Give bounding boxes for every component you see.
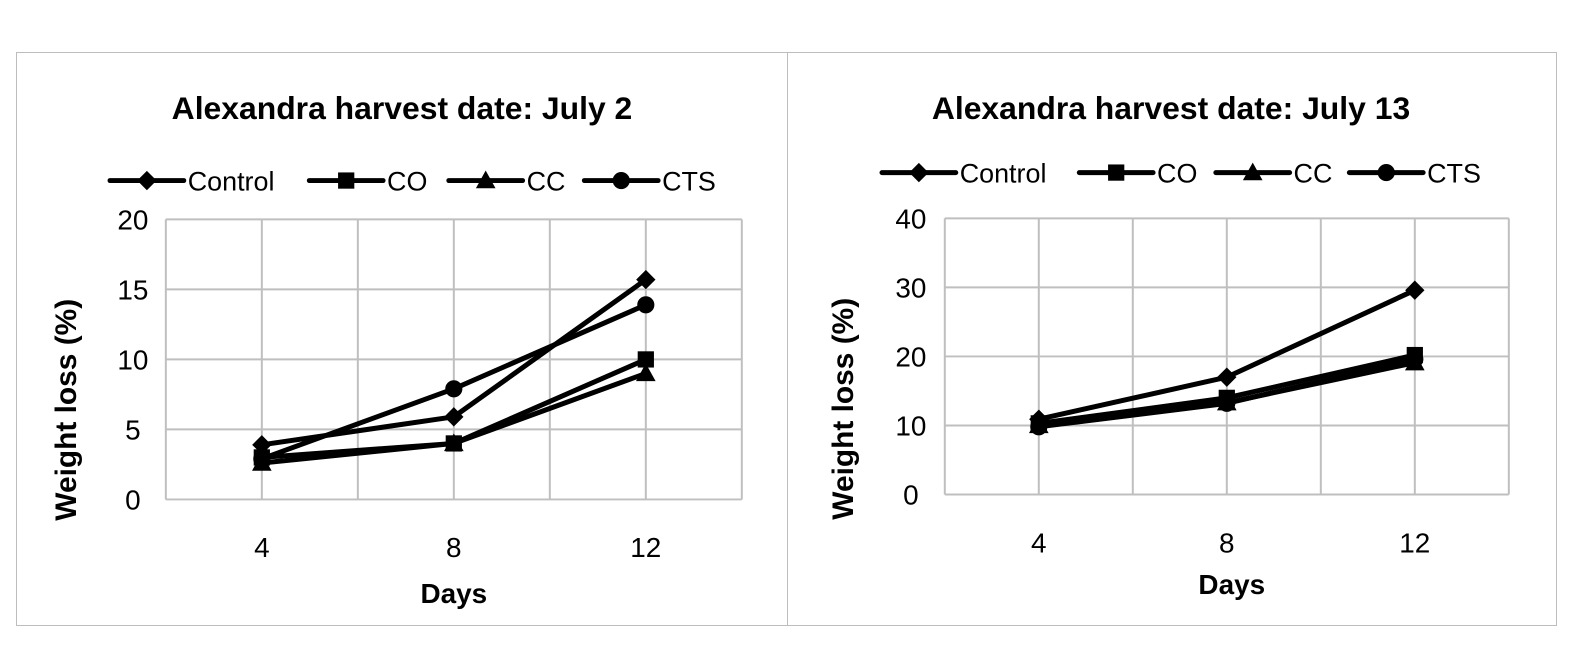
legend-marker bbox=[909, 162, 929, 183]
legend-marker bbox=[137, 170, 157, 191]
chart-title: Alexandra harvest date: July 2 bbox=[172, 90, 633, 126]
data-point bbox=[1406, 350, 1424, 368]
x-axis-label: Days bbox=[1198, 569, 1265, 600]
legend-label: CO bbox=[387, 167, 427, 197]
gridlines bbox=[164, 218, 743, 501]
y-tick-label: 15 bbox=[117, 274, 148, 305]
legend-label: CC bbox=[1294, 159, 1333, 189]
y-tick-label: 10 bbox=[117, 344, 148, 375]
legend-label: Control bbox=[960, 159, 1047, 189]
chart-panel-july-2: Alexandra harvest date: July 2 Days Weig… bbox=[16, 52, 788, 626]
y-tick-label: 20 bbox=[117, 204, 148, 235]
data-point bbox=[635, 363, 656, 382]
legend-label: Control bbox=[188, 167, 275, 197]
data-point bbox=[253, 450, 271, 468]
chart-july-2: Alexandra harvest date: July 2 Days Weig… bbox=[50, 90, 743, 609]
data-point bbox=[1218, 394, 1236, 412]
legend-label: CO bbox=[1157, 159, 1197, 189]
legend-marker bbox=[338, 172, 355, 189]
x-axis-label: Days bbox=[420, 578, 487, 609]
data-point bbox=[1030, 418, 1048, 436]
y-tick-label: 20 bbox=[895, 341, 926, 372]
chart-panel-july-13: Alexandra harvest date: July 13 Days Wei… bbox=[787, 52, 1557, 626]
data-point bbox=[1405, 280, 1425, 300]
legend-marker bbox=[1377, 164, 1395, 182]
legend-marker bbox=[1108, 164, 1125, 181]
y-tick-label: 30 bbox=[895, 272, 926, 303]
chart-title: Alexandra harvest date: July 13 bbox=[932, 90, 1410, 126]
y-tick-label: 0 bbox=[125, 484, 141, 515]
data-point bbox=[636, 269, 656, 290]
gridlines bbox=[943, 217, 1510, 496]
y-tick-label: 5 bbox=[125, 414, 141, 445]
legend-marker bbox=[1242, 162, 1263, 181]
x-tick-label: 8 bbox=[1219, 527, 1235, 558]
legend-label: CTS bbox=[1427, 159, 1481, 189]
y-tick-label: 0 bbox=[903, 479, 919, 510]
legend-label: CC bbox=[527, 167, 566, 197]
legend-label: CTS bbox=[662, 167, 716, 197]
data-point bbox=[444, 407, 464, 427]
y-tick-label: 10 bbox=[895, 410, 926, 441]
data-point bbox=[1217, 367, 1237, 387]
x-tick-label: 4 bbox=[254, 532, 270, 563]
y-tick-label: 40 bbox=[895, 203, 926, 234]
data-point bbox=[445, 380, 463, 398]
series-cts bbox=[1030, 350, 1424, 436]
series-cts bbox=[253, 296, 655, 468]
x-tick-label: 12 bbox=[1399, 527, 1430, 558]
legend-marker bbox=[475, 170, 496, 189]
data-point bbox=[444, 433, 464, 452]
legend-marker bbox=[612, 171, 630, 190]
chart-july-13: Alexandra harvest date: July 13 Days Wei… bbox=[827, 90, 1510, 600]
legend: Control CO CC CTS bbox=[879, 159, 1481, 189]
data-point bbox=[637, 296, 655, 314]
x-tick-label: 12 bbox=[630, 532, 661, 563]
x-tick-label: 8 bbox=[446, 532, 462, 563]
y-axis-label: Weight loss (%) bbox=[50, 299, 83, 521]
legend: Control CO CC CTS bbox=[107, 167, 716, 197]
x-tick-label: 4 bbox=[1031, 527, 1047, 558]
y-axis-label: Weight loss (%) bbox=[827, 298, 860, 520]
